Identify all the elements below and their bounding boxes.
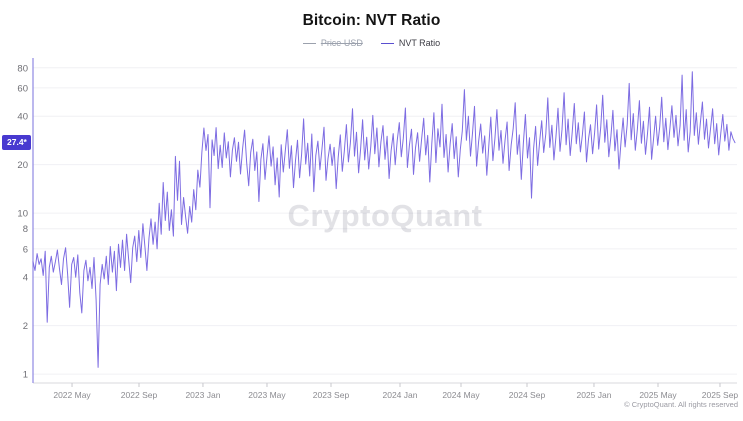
x-tick-label: 2024 Jan (383, 390, 418, 400)
copyright-footer: © CryptoQuant. All rights reserved (624, 400, 738, 409)
nvt-ratio-line-swatch (380, 42, 394, 44)
x-tick-label: 2023 Jan (185, 390, 220, 400)
legend-item-price-usd[interactable]: Price USD (302, 38, 363, 48)
y-tick-label: 80 (17, 63, 28, 74)
x-tick-label: 2025 Jan (576, 390, 611, 400)
x-tick-label: 2022 Sep (121, 390, 158, 400)
current-value-badge: 27.4* (2, 135, 31, 150)
x-tick-label: 2025 May (639, 390, 677, 400)
y-tick-label: 6 (23, 244, 28, 255)
y-tick-label: 60 (17, 83, 28, 94)
x-tick-label: 2022 May (53, 390, 91, 400)
x-tick-label: 2023 Sep (313, 390, 350, 400)
price-usd-line-swatch (302, 42, 316, 44)
y-tick-label: 8 (23, 224, 28, 235)
legend: Price USD NVT Ratio (0, 38, 743, 48)
y-tick-label: 40 (17, 112, 28, 123)
y-tick-label: 1 (23, 370, 28, 381)
chart-title: Bitcoin: NVT Ratio (302, 12, 441, 29)
x-tick-label: 2023 May (248, 390, 286, 400)
nvt-ratio-series-line[interactable] (32, 71, 736, 368)
x-tick-label: 2025 Sep (702, 390, 739, 400)
y-tick-label: 2 (23, 321, 28, 332)
x-tick-label: 2024 Sep (509, 390, 546, 400)
y-tick-label: 10 (17, 209, 28, 220)
legend-label-price-usd: Price USD (320, 38, 363, 48)
legend-item-nvt-ratio[interactable]: NVT Ratio (380, 38, 441, 48)
x-tick-label: 2024 May (442, 390, 480, 400)
legend-label-nvt-ratio: NVT Ratio (398, 38, 441, 48)
y-tick-label: 20 (17, 160, 28, 171)
y-tick-label: 4 (23, 273, 28, 284)
